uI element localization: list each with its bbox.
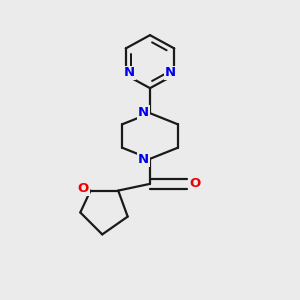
Text: N: N [124, 66, 135, 80]
Text: N: N [138, 106, 149, 119]
Text: O: O [189, 177, 201, 190]
Text: N: N [138, 153, 149, 166]
Text: O: O [78, 182, 89, 195]
Text: N: N [165, 66, 176, 80]
